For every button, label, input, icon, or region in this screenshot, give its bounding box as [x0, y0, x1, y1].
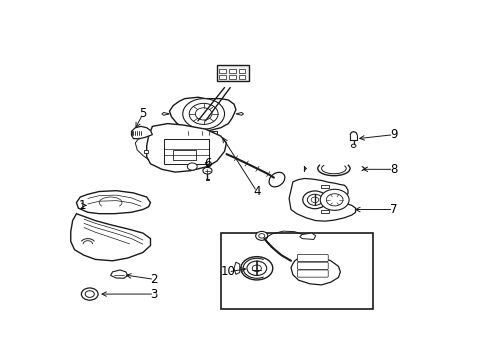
Polygon shape — [321, 185, 329, 188]
Polygon shape — [144, 150, 148, 153]
Circle shape — [259, 234, 265, 238]
Polygon shape — [131, 126, 152, 139]
FancyBboxPatch shape — [239, 75, 245, 79]
Circle shape — [247, 261, 267, 275]
Polygon shape — [111, 270, 128, 278]
FancyBboxPatch shape — [297, 262, 328, 269]
Circle shape — [303, 191, 327, 209]
Circle shape — [311, 197, 318, 203]
Polygon shape — [321, 210, 329, 213]
Text: 2: 2 — [150, 273, 158, 286]
FancyBboxPatch shape — [173, 150, 196, 160]
Polygon shape — [300, 233, 316, 239]
Polygon shape — [162, 112, 170, 115]
Text: 6: 6 — [204, 157, 211, 170]
Circle shape — [81, 288, 98, 300]
Polygon shape — [291, 256, 341, 285]
FancyBboxPatch shape — [219, 75, 226, 79]
Circle shape — [183, 99, 224, 129]
Circle shape — [326, 194, 343, 206]
FancyBboxPatch shape — [297, 270, 328, 277]
Circle shape — [307, 194, 322, 205]
Text: 1: 1 — [78, 199, 86, 212]
Circle shape — [187, 163, 197, 170]
FancyBboxPatch shape — [229, 75, 236, 79]
Polygon shape — [185, 131, 190, 135]
FancyBboxPatch shape — [297, 255, 328, 262]
FancyBboxPatch shape — [164, 139, 209, 164]
Polygon shape — [234, 262, 240, 274]
Circle shape — [196, 108, 212, 120]
Circle shape — [320, 189, 349, 210]
Circle shape — [189, 103, 218, 125]
FancyBboxPatch shape — [239, 69, 245, 73]
Text: 10: 10 — [221, 265, 236, 278]
Polygon shape — [289, 179, 356, 221]
Circle shape — [203, 167, 212, 174]
Polygon shape — [76, 191, 150, 214]
Ellipse shape — [269, 172, 285, 187]
FancyBboxPatch shape — [217, 66, 249, 81]
Polygon shape — [236, 112, 244, 115]
Text: 8: 8 — [390, 163, 397, 176]
Polygon shape — [170, 97, 236, 131]
Polygon shape — [196, 131, 217, 135]
Text: 4: 4 — [253, 185, 261, 198]
Polygon shape — [147, 123, 226, 172]
FancyBboxPatch shape — [229, 69, 236, 73]
Text: 9: 9 — [390, 128, 397, 141]
Circle shape — [241, 257, 273, 280]
Text: 7: 7 — [390, 203, 397, 216]
Polygon shape — [71, 214, 150, 261]
Circle shape — [351, 144, 356, 148]
Circle shape — [85, 291, 94, 297]
Text: 5: 5 — [139, 107, 147, 120]
Circle shape — [256, 231, 268, 240]
FancyBboxPatch shape — [219, 69, 226, 73]
Circle shape — [252, 265, 261, 271]
Text: 3: 3 — [150, 288, 158, 301]
Bar — [220, 233, 372, 309]
